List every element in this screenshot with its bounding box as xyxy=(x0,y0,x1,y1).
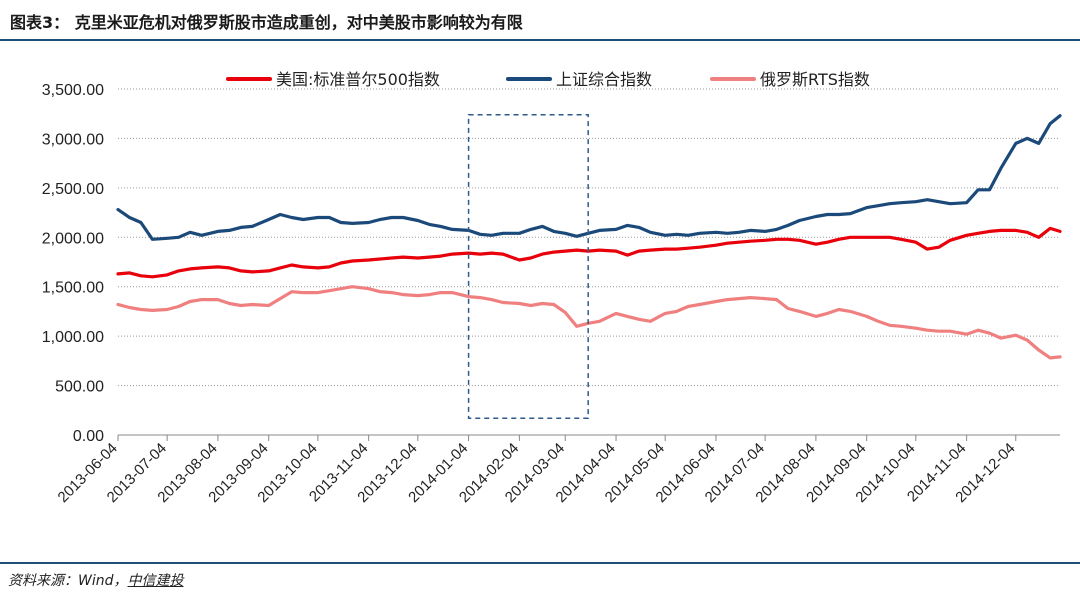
y-tick-label: 3,000.00 xyxy=(42,131,104,148)
source-note: 资料来源：Wind，中信建投 xyxy=(8,570,184,590)
y-tick-label: 0.00 xyxy=(73,428,104,445)
y-tick-label: 1,500.00 xyxy=(42,280,104,297)
source-brand: 中信建投 xyxy=(127,573,184,589)
figure-title: 图表3： 克里米亚危机对俄罗斯股市造成重创，对中美股市影响较为有限 xyxy=(10,13,523,32)
y-tick-label: 1,000.00 xyxy=(42,329,104,346)
series-line-0 xyxy=(116,226,1062,279)
y-tick-label: 2,000.00 xyxy=(42,230,104,247)
series-line-2 xyxy=(116,285,1062,360)
y-tick-label: 2,500.00 xyxy=(42,181,104,198)
footer-rule xyxy=(0,562,1080,564)
source-prefix: 资料来源：Wind， xyxy=(8,573,128,589)
y-tick-label: 500.00 xyxy=(55,379,104,396)
legend-label-1: 上证综合指数 xyxy=(556,70,652,89)
legend-label-0: 美国:标准普尔500指数 xyxy=(276,70,440,89)
title-bar: 图表3： 克里米亚危机对俄罗斯股市造成重创，对中美股市影响较为有限 xyxy=(0,0,1080,41)
title-rule xyxy=(0,39,1080,41)
chart-area: 0.00 500.00 1,000.00 1,500.00 2,000.00 2,500.… xyxy=(0,44,1080,562)
legend-label-2: 俄罗斯RTS指数 xyxy=(760,70,870,89)
series-line-1 xyxy=(116,114,1062,241)
y-tick-label: 3,500.00 xyxy=(42,82,104,99)
annotation-dashed-box xyxy=(467,113,589,419)
legend: 美国:标准普尔500指数 上证综合指数 俄罗斯RTS指数 xyxy=(226,70,870,89)
annotation-layer xyxy=(467,113,589,419)
line-chart: 0.00 500.00 1,000.00 1,500.00 2,000.00 2,500.… xyxy=(42,70,1062,506)
grid-lines xyxy=(118,88,1060,387)
axes: 0.00 500.00 1,000.00 1,500.00 2,000.00 2,500.… xyxy=(42,82,1060,506)
